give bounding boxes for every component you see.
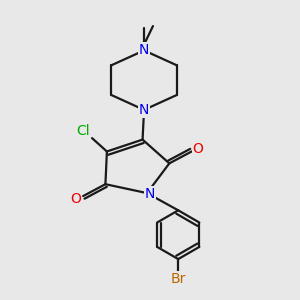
Text: Cl: Cl xyxy=(76,124,90,138)
Text: Br: Br xyxy=(170,272,186,286)
Text: O: O xyxy=(193,142,204,156)
Text: N: N xyxy=(145,187,155,201)
Text: O: O xyxy=(70,192,81,206)
Text: N: N xyxy=(139,44,149,57)
Text: N: N xyxy=(139,103,149,117)
